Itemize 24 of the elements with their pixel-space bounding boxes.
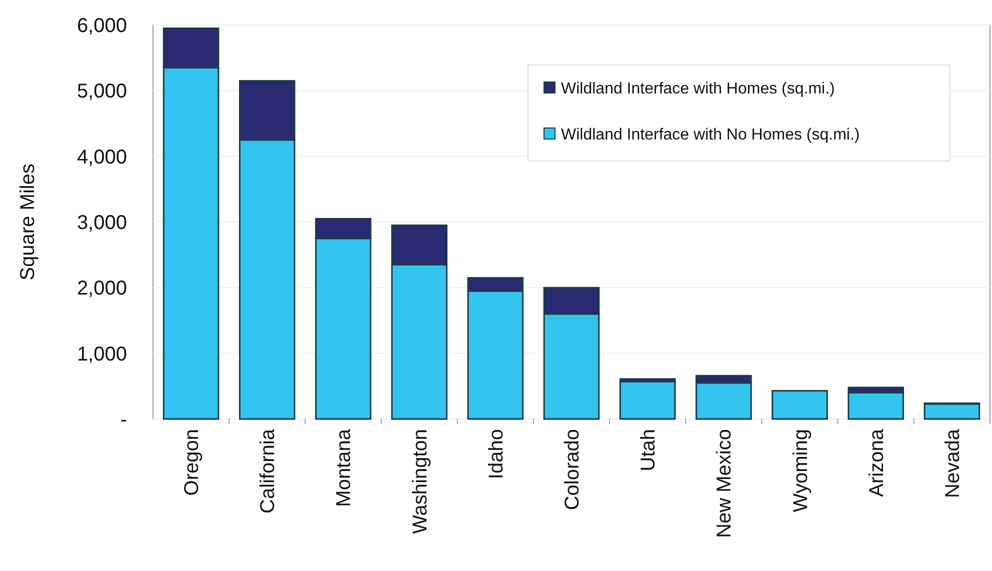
y-tick-label: 3,000 [76,212,127,234]
x-tick-label: Washington [409,429,432,534]
y-tick-label: 2,000 [76,278,127,300]
x-tick-label: Colorado [562,429,584,510]
x-tick-label: Arizona [866,428,888,497]
y-axis-title: Square Miles [17,164,39,280]
legend-label: Wildland Interface with Homes (sq.mi.) [561,80,835,98]
legend-label: Wildland Interface with No Homes (sq.mi.) [561,126,860,144]
x-tick-label: Montana [333,428,356,507]
y-tick-label: 6,000 [76,15,127,37]
bar [924,403,980,420]
x-tick-label: California [257,428,280,514]
y-tick-label: 4,000 [76,146,127,168]
x-tick-label: Wyoming [790,429,812,512]
y-tick-label: 5,000 [76,80,127,103]
x-tick-label: Utah [638,429,660,472]
x-tick-label: Idaho [485,429,508,480]
x-tick-label: Nevada [942,428,964,498]
x-tick-label: New Mexico [714,429,736,538]
bar [619,380,676,420]
y-tick-label: 1,000 [76,343,127,366]
y-tick-label: - [120,409,127,431]
bar [772,390,828,420]
x-tick-label: Oregon [181,429,204,496]
